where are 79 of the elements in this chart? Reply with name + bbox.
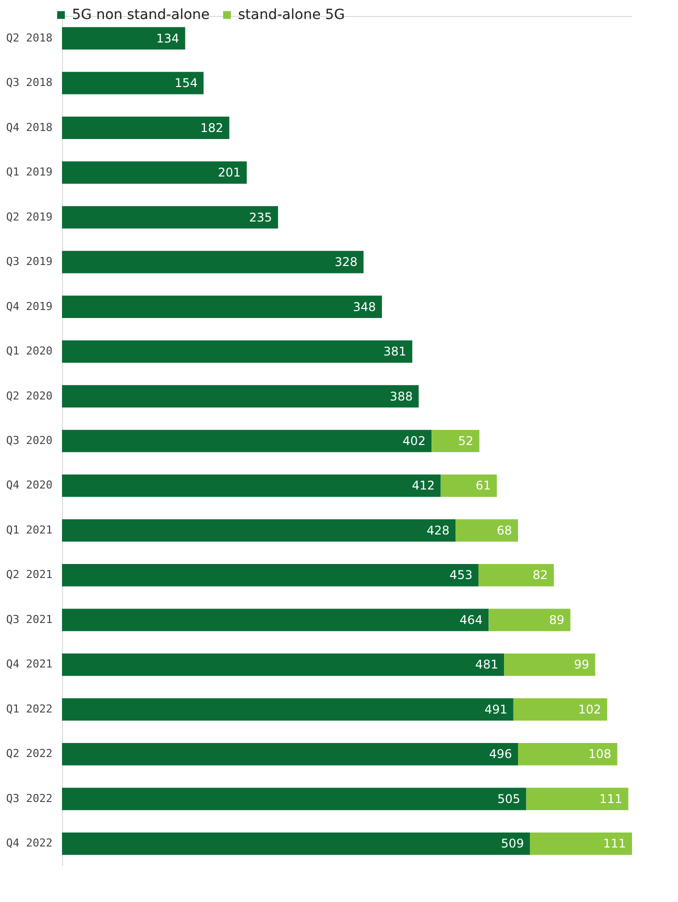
bar bbox=[526, 788, 628, 810]
bar bbox=[440, 474, 497, 497]
y-tick-label: Q4 2018 bbox=[6, 120, 52, 134]
bar bbox=[62, 654, 504, 676]
data-label: 505 bbox=[497, 792, 520, 806]
bar bbox=[62, 519, 456, 542]
bar bbox=[513, 698, 608, 721]
bar bbox=[432, 430, 480, 452]
bar bbox=[62, 27, 186, 50]
y-tick-label: Q3 2020 bbox=[6, 434, 52, 447]
bar bbox=[62, 742, 518, 766]
data-label: 381 bbox=[383, 344, 406, 359]
data-label: 154 bbox=[174, 76, 198, 90]
data-label: 428 bbox=[426, 523, 450, 538]
legend-label: 5G non stand-alone bbox=[72, 7, 210, 23]
data-label: 464 bbox=[460, 612, 483, 627]
data-label: 491 bbox=[484, 702, 508, 716]
bar bbox=[62, 72, 204, 94]
data-label: 89 bbox=[549, 612, 564, 627]
data-label: 111 bbox=[603, 836, 626, 851]
bar bbox=[455, 519, 518, 542]
data-label: 68 bbox=[496, 523, 512, 538]
data-label: 82 bbox=[532, 568, 548, 582]
bar bbox=[62, 116, 230, 140]
data-label: 99 bbox=[574, 658, 590, 672]
y-tick-label: Q4 2022 bbox=[6, 836, 52, 850]
y-tick-label: Q1 2019 bbox=[6, 166, 52, 179]
data-label: 182 bbox=[200, 120, 224, 135]
bar bbox=[530, 832, 632, 855]
data-label: 412 bbox=[412, 478, 435, 493]
data-label: 111 bbox=[599, 792, 622, 806]
bar bbox=[478, 564, 554, 586]
data-label: 235 bbox=[249, 210, 272, 224]
bar bbox=[518, 742, 618, 766]
data-label: 388 bbox=[390, 389, 413, 404]
data-label: 61 bbox=[476, 478, 491, 493]
y-tick-label: Q2 2020 bbox=[6, 389, 52, 402]
y-tick-label: Q2 2022 bbox=[6, 747, 52, 760]
y-tick-label: Q3 2018 bbox=[6, 76, 52, 90]
data-label: 402 bbox=[402, 434, 426, 448]
bar bbox=[62, 832, 530, 855]
bar bbox=[488, 608, 570, 632]
y-tick-label: Q2 2019 bbox=[6, 210, 52, 224]
y-tick-label: Q1 2021 bbox=[6, 523, 52, 536]
bar bbox=[62, 250, 364, 274]
bar bbox=[62, 788, 526, 810]
bar bbox=[62, 474, 441, 497]
y-tick-label: Q2 2018 bbox=[6, 31, 52, 44]
data-label: 52 bbox=[458, 434, 474, 448]
data-label: 134 bbox=[156, 31, 180, 46]
data-label: 509 bbox=[501, 836, 524, 851]
bar bbox=[62, 564, 478, 586]
bar bbox=[62, 385, 419, 408]
bar bbox=[62, 161, 247, 184]
data-label: 108 bbox=[588, 747, 612, 762]
bar bbox=[62, 430, 432, 452]
bar bbox=[62, 206, 278, 228]
y-tick-label: Q4 2021 bbox=[6, 658, 52, 671]
data-label: 201 bbox=[218, 166, 241, 180]
y-tick-label: Q3 2021 bbox=[6, 612, 52, 626]
y-tick-label: Q4 2020 bbox=[6, 478, 52, 492]
data-label: 481 bbox=[475, 658, 498, 672]
bar bbox=[62, 698, 514, 721]
legend-label: stand-alone 5G bbox=[238, 7, 345, 23]
data-label: 328 bbox=[334, 255, 358, 270]
y-tick-label: Q1 2020 bbox=[6, 344, 52, 358]
data-label: 348 bbox=[353, 300, 376, 314]
y-tick-label: Q4 2019 bbox=[6, 300, 52, 313]
data-label: 496 bbox=[489, 747, 512, 762]
y-tick-label: Q2 2021 bbox=[6, 568, 52, 582]
bar bbox=[62, 340, 412, 363]
bar bbox=[504, 654, 596, 676]
bar bbox=[62, 296, 382, 318]
bar bbox=[62, 608, 489, 632]
y-tick-label: Q1 2022 bbox=[6, 702, 52, 716]
y-tick-label: Q3 2019 bbox=[6, 255, 52, 268]
data-label: 453 bbox=[450, 568, 472, 582]
data-label: 102 bbox=[578, 702, 602, 716]
y-tick-label: Q3 2022 bbox=[6, 792, 52, 805]
